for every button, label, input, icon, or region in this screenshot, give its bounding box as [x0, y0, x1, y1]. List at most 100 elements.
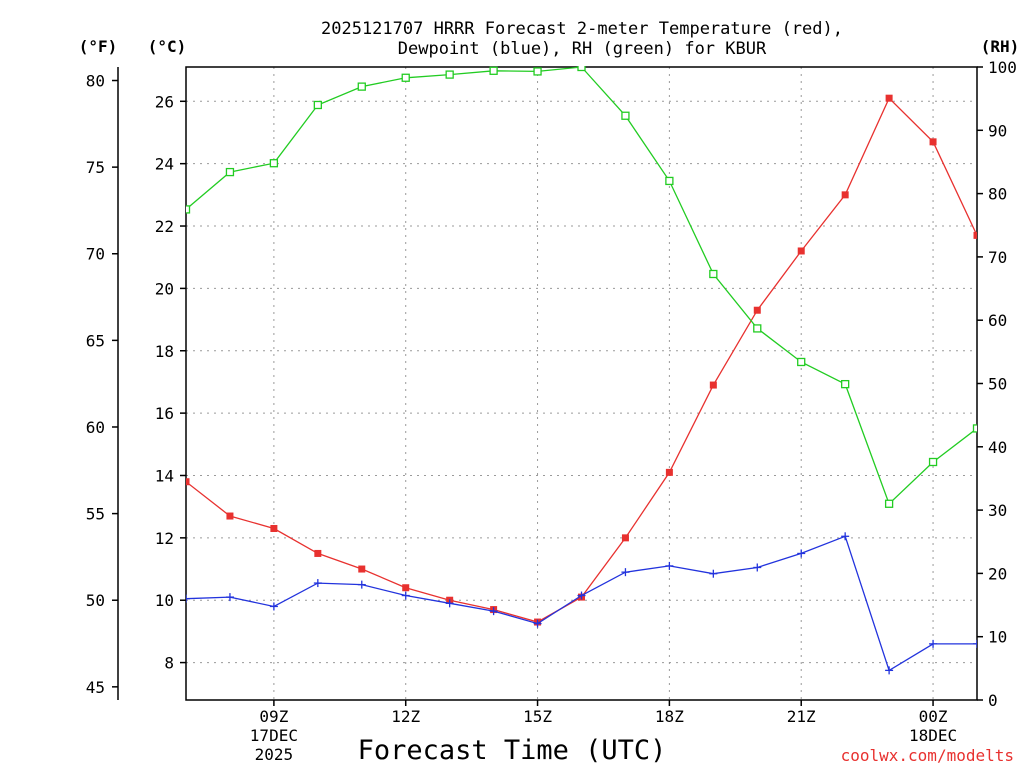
dewpoint-point [621, 568, 630, 577]
rh-tick-label: 40 [988, 438, 1007, 457]
dewpoint-point [401, 591, 410, 600]
dewpoint-point [665, 561, 674, 570]
fahrenheit-tick-label: 65 [86, 331, 105, 350]
fahrenheit-axis-unit: (°F) [79, 37, 118, 56]
rh-point [841, 379, 850, 389]
x-tick-label: 21Z [787, 707, 816, 726]
rh-point [972, 424, 977, 433]
series-rh [186, 66, 977, 508]
temperature-point [358, 565, 366, 573]
rh-tick-label: 0 [988, 691, 998, 710]
dewpoint-point [313, 579, 322, 588]
rh-point [665, 176, 674, 186]
fahrenheit-tick-label: 50 [86, 591, 105, 610]
celsius-tick-label: 26 [155, 92, 174, 111]
rh-point [533, 67, 542, 76]
rh-point [357, 82, 366, 91]
fahrenheit-tick-label: 55 [86, 505, 105, 524]
celsius-tick-label: 18 [155, 342, 174, 361]
temperature-point [885, 94, 893, 102]
axes: 45 50 55 60 65 70 75 80 8 10 12 14 16 18 20 22 24 26 0 10 20… [86, 58, 1017, 764]
dewpoint-point [186, 594, 190, 603]
fahrenheit-tick-label: 70 [86, 245, 105, 264]
rh-point [225, 167, 235, 177]
dewpoint-point [709, 569, 718, 578]
dewpoint-point [489, 607, 498, 616]
rh-tick-label: 70 [988, 248, 1007, 267]
rh-point [489, 66, 498, 75]
rh-tick-label: 80 [988, 185, 1007, 204]
dewpoint-line [186, 535, 977, 672]
rh-tick-label: 90 [988, 121, 1007, 140]
rh-point [401, 73, 410, 82]
temperature-point [270, 524, 278, 532]
dewpoint-point [533, 619, 542, 628]
credit-text: coolwx.com/modelts [841, 746, 1014, 765]
temperature-line [186, 97, 977, 623]
temperature-point [753, 306, 761, 314]
series-temperature [186, 94, 977, 626]
fahrenheit-tick-label: 75 [86, 158, 105, 177]
dewpoint-point [929, 639, 938, 648]
date-label-year: 2025 [255, 745, 294, 764]
temperature-point [709, 381, 717, 389]
rh-line [186, 66, 977, 505]
rh-point [709, 269, 718, 279]
rh-point [269, 159, 279, 168]
rh-tick-label: 60 [988, 311, 1007, 330]
celsius-tick-label: 10 [155, 591, 174, 610]
rh-tick-label: 10 [988, 628, 1007, 647]
chart-title-line1: 2025121707 HRRR Forecast 2-meter Tempera… [321, 19, 843, 39]
rh-point [621, 111, 630, 120]
rh-point [186, 205, 191, 214]
rh-point [797, 357, 806, 367]
chart-title-line2: Dewpoint (blue), RH (green) for KBUR [398, 39, 767, 59]
fahrenheit-tick-label: 45 [86, 678, 105, 697]
celsius-tick-label: 8 [164, 654, 174, 673]
x-tick-label: 15Z [523, 707, 552, 726]
rh-tick-label: 50 [988, 375, 1007, 394]
date-label: 18DEC [909, 726, 957, 745]
rh-axis-unit: (RH) [981, 37, 1020, 56]
rh-point [313, 100, 322, 110]
temperature-point [929, 138, 937, 146]
fahrenheit-tick-label: 60 [86, 418, 105, 437]
dewpoint-point [357, 580, 366, 589]
celsius-tick-label: 14 [155, 466, 174, 485]
temperature-point [226, 512, 234, 520]
dewpoint-point [753, 563, 762, 572]
rh-point [753, 324, 762, 333]
grid-lines [186, 67, 977, 700]
dewpoint-point [445, 599, 454, 608]
temperature-point [665, 468, 673, 476]
temperature-point [973, 231, 977, 239]
series-dewpoint [186, 532, 977, 675]
dewpoint-point [797, 549, 806, 558]
celsius-axis-unit: (°C) [148, 37, 187, 56]
x-tick-label: 09Z [259, 707, 288, 726]
rh-point [577, 66, 586, 72]
celsius-tick-label: 20 [155, 279, 174, 298]
temperature-point [402, 584, 410, 592]
temperature-point [314, 549, 322, 557]
temperature-point [621, 534, 629, 542]
celsius-tick-label: 24 [155, 155, 174, 174]
rh-tick-label: 30 [988, 501, 1007, 520]
x-tick-label: 00Z [919, 707, 948, 726]
dewpoint-point [577, 591, 586, 600]
temperature-point [797, 247, 805, 255]
rh-point [445, 70, 454, 79]
rh-tick-label: 20 [988, 564, 1007, 583]
temperature-point [186, 478, 190, 486]
x-tick-label: 12Z [391, 707, 420, 726]
dewpoint-point [269, 602, 278, 611]
dewpoint-point [885, 666, 894, 675]
x-tick-label: 18Z [655, 707, 684, 726]
celsius-tick-label: 16 [155, 404, 174, 423]
rh-tick-label: 100 [988, 58, 1017, 77]
dewpoint-point [841, 532, 850, 541]
plot-frame [185, 66, 978, 701]
x-axis-label: Forecast Time (UTC) [358, 735, 667, 766]
rh-point [884, 499, 894, 508]
